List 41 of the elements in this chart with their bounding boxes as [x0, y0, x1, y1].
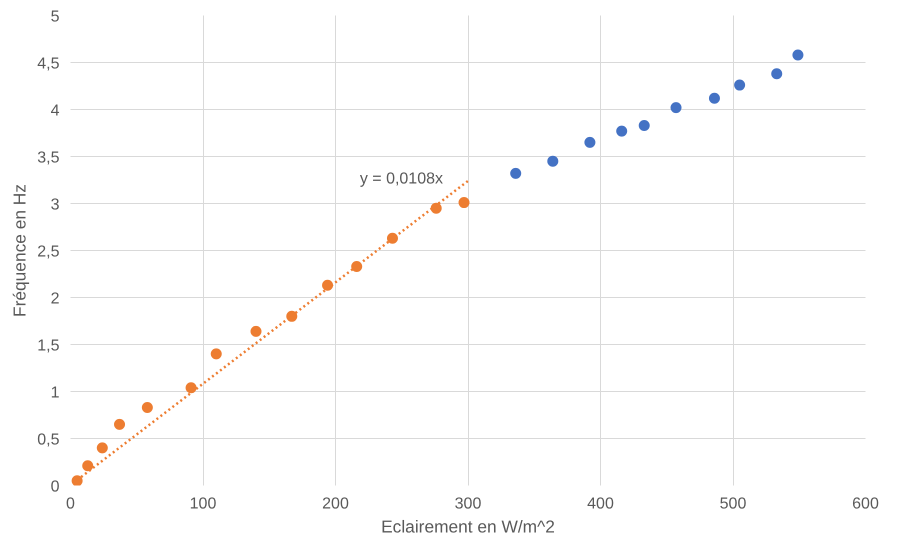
point [638, 120, 650, 131]
point [114, 418, 126, 430]
x-axis-title: Eclairement en W/m^2 [381, 516, 555, 536]
x-tick-label: 300 [454, 496, 482, 512]
x-tick-label: 400 [587, 496, 614, 512]
y-tick-label: 4,5 [37, 56, 60, 72]
point [584, 136, 596, 148]
x-tick-label: 500 [720, 496, 746, 512]
point [430, 202, 442, 214]
point [142, 402, 153, 413]
y-tick-label: 2 [50, 290, 60, 308]
point [250, 326, 262, 337]
point [186, 382, 197, 394]
point [72, 475, 83, 486]
point [771, 68, 782, 80]
y-tick-label: 4 [50, 102, 60, 120]
point [210, 348, 222, 360]
x-tick-label: 100 [190, 496, 216, 512]
y-tick-label: 5 [50, 8, 60, 26]
point [670, 102, 682, 114]
x-tick-label: 600 [852, 496, 879, 512]
y-tick-label: 0 [50, 478, 60, 496]
y-tick-label: 1,5 [37, 338, 60, 354]
x-tick-label: 0 [66, 496, 76, 512]
point [458, 197, 470, 208]
point [510, 168, 522, 179]
y-tick-label: 3 [50, 196, 60, 214]
point [792, 49, 804, 60]
point [734, 80, 746, 91]
point [82, 460, 94, 472]
annotation: y = 0,0108x [360, 170, 443, 188]
y-tick-label: 3,5 [37, 150, 60, 166]
point [708, 92, 720, 104]
point [547, 156, 558, 167]
x-tick-label: 200 [322, 496, 349, 512]
y-tick-label: 0,5 [37, 432, 60, 448]
y-axis-title: Fréquence en Hz [9, 184, 30, 317]
y-tick-label: 1 [50, 384, 60, 402]
y-tick-label: 2,5 [37, 244, 60, 260]
point [96, 442, 108, 454]
point [616, 126, 628, 137]
